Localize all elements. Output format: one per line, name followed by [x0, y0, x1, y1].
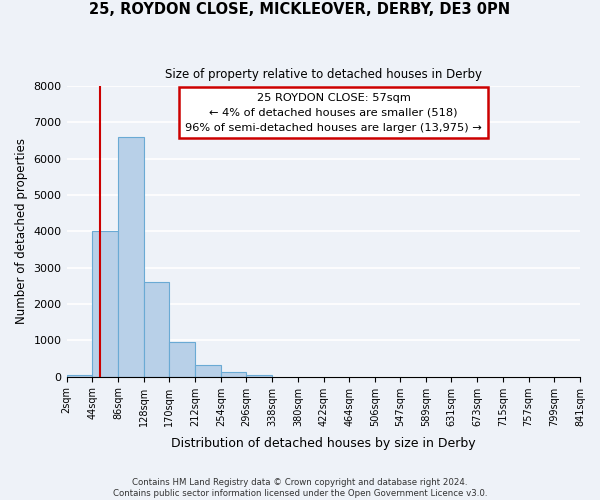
Bar	[169, 342, 195, 376]
Bar	[118, 136, 143, 376]
Bar	[247, 375, 272, 376]
Bar	[67, 375, 92, 376]
Bar	[221, 372, 247, 376]
Text: 25, ROYDON CLOSE, MICKLEOVER, DERBY, DE3 0PN: 25, ROYDON CLOSE, MICKLEOVER, DERBY, DE3…	[89, 2, 511, 18]
Title: Size of property relative to detached houses in Derby: Size of property relative to detached ho…	[165, 68, 482, 80]
Bar	[143, 282, 169, 376]
Text: 25 ROYDON CLOSE: 57sqm
← 4% of detached houses are smaller (518)
96% of semi-det: 25 ROYDON CLOSE: 57sqm ← 4% of detached …	[185, 93, 482, 132]
Text: Contains HM Land Registry data © Crown copyright and database right 2024.
Contai: Contains HM Land Registry data © Crown c…	[113, 478, 487, 498]
X-axis label: Distribution of detached houses by size in Derby: Distribution of detached houses by size …	[171, 437, 476, 450]
Bar	[92, 231, 118, 376]
Y-axis label: Number of detached properties: Number of detached properties	[15, 138, 28, 324]
Bar	[195, 365, 221, 376]
